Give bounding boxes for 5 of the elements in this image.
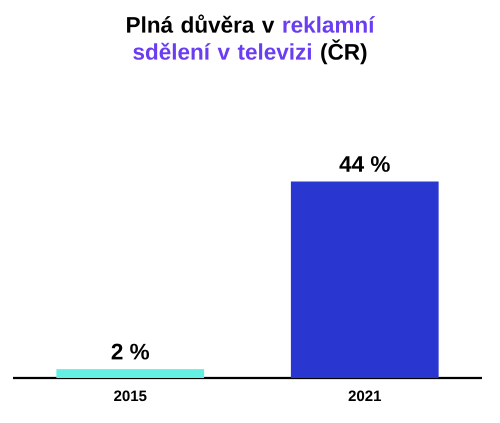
chart-title: Plná důvěra v reklamní sdělení v televizi (ČR) [127, 14, 376, 64]
x-tick-label: 2021 [348, 390, 382, 402]
x-tick-label: 2015 [114, 390, 147, 402]
data-label: 2 % [112, 344, 150, 360]
data-label: 44 % [339, 156, 390, 172]
